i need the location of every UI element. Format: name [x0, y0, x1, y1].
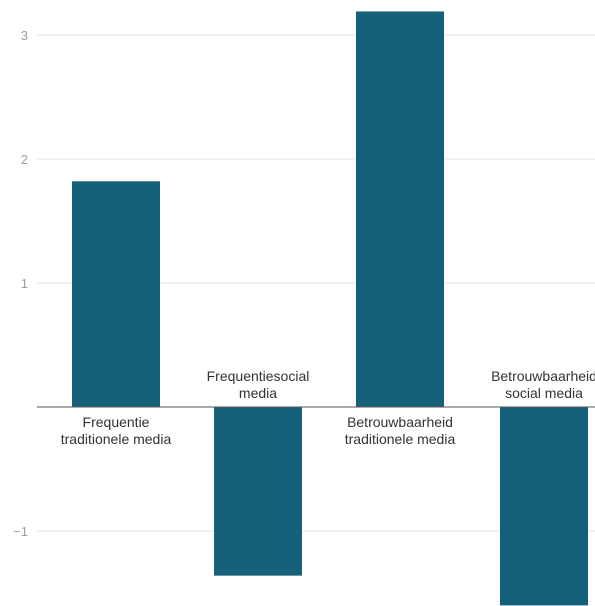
category-label-line: Betrouwbaarheid — [491, 368, 595, 384]
category-label-line: Frequentiesocial — [207, 368, 310, 384]
category-label: Betrouwbaarheid traditionele media — [345, 414, 456, 447]
bar — [356, 11, 444, 407]
y-tick-label: 2 — [21, 152, 28, 167]
category-label: Frequentie traditionele media — [61, 414, 172, 447]
category-label-line: traditionele media — [345, 431, 456, 447]
category-label-line: media — [239, 385, 277, 401]
bar — [500, 407, 588, 606]
y-tick-label: 3 — [21, 28, 28, 43]
category-label-line: Betrouwbaarheid — [347, 414, 453, 430]
category-label-line: Frequentie — [83, 414, 150, 430]
category-labels: Frequentie traditionele mediaFrequentieso… — [61, 368, 595, 447]
category-label: Betrouwbaarheid social media — [491, 368, 595, 401]
y-tick-label: 1 — [21, 276, 28, 291]
bar — [214, 407, 302, 576]
category-label-line: traditionele media — [61, 431, 172, 447]
y-axis-ticks: −1 1 2 3 — [13, 28, 28, 539]
category-label: Frequentiesocial media — [207, 368, 310, 401]
bars — [72, 11, 588, 606]
category-label-line: social media — [505, 385, 583, 401]
bar — [72, 181, 160, 407]
y-tick-label: −1 — [13, 524, 28, 539]
